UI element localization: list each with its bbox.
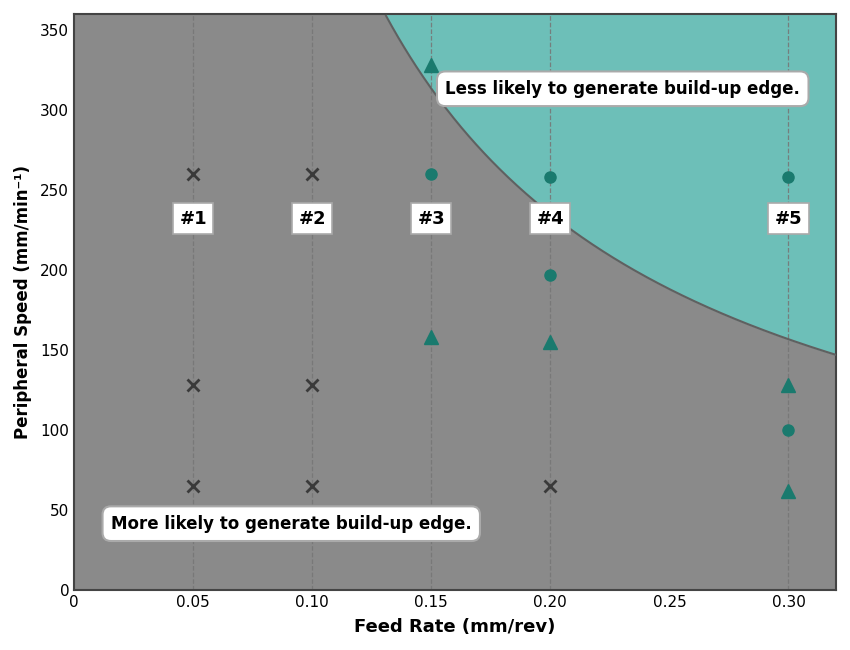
Text: #1: #1 (179, 210, 207, 228)
Text: #4: #4 (536, 210, 564, 228)
Text: Less likely to generate build-up edge.: Less likely to generate build-up edge. (445, 80, 800, 98)
Y-axis label: Peripheral Speed (mm/min⁻¹): Peripheral Speed (mm/min⁻¹) (14, 165, 32, 439)
Polygon shape (386, 14, 836, 355)
Text: #2: #2 (298, 210, 326, 228)
Text: #5: #5 (774, 210, 802, 228)
Text: More likely to generate build-up edge.: More likely to generate build-up edge. (110, 515, 472, 532)
X-axis label: Feed Rate (mm/rev): Feed Rate (mm/rev) (354, 618, 556, 636)
Text: #3: #3 (417, 210, 445, 228)
